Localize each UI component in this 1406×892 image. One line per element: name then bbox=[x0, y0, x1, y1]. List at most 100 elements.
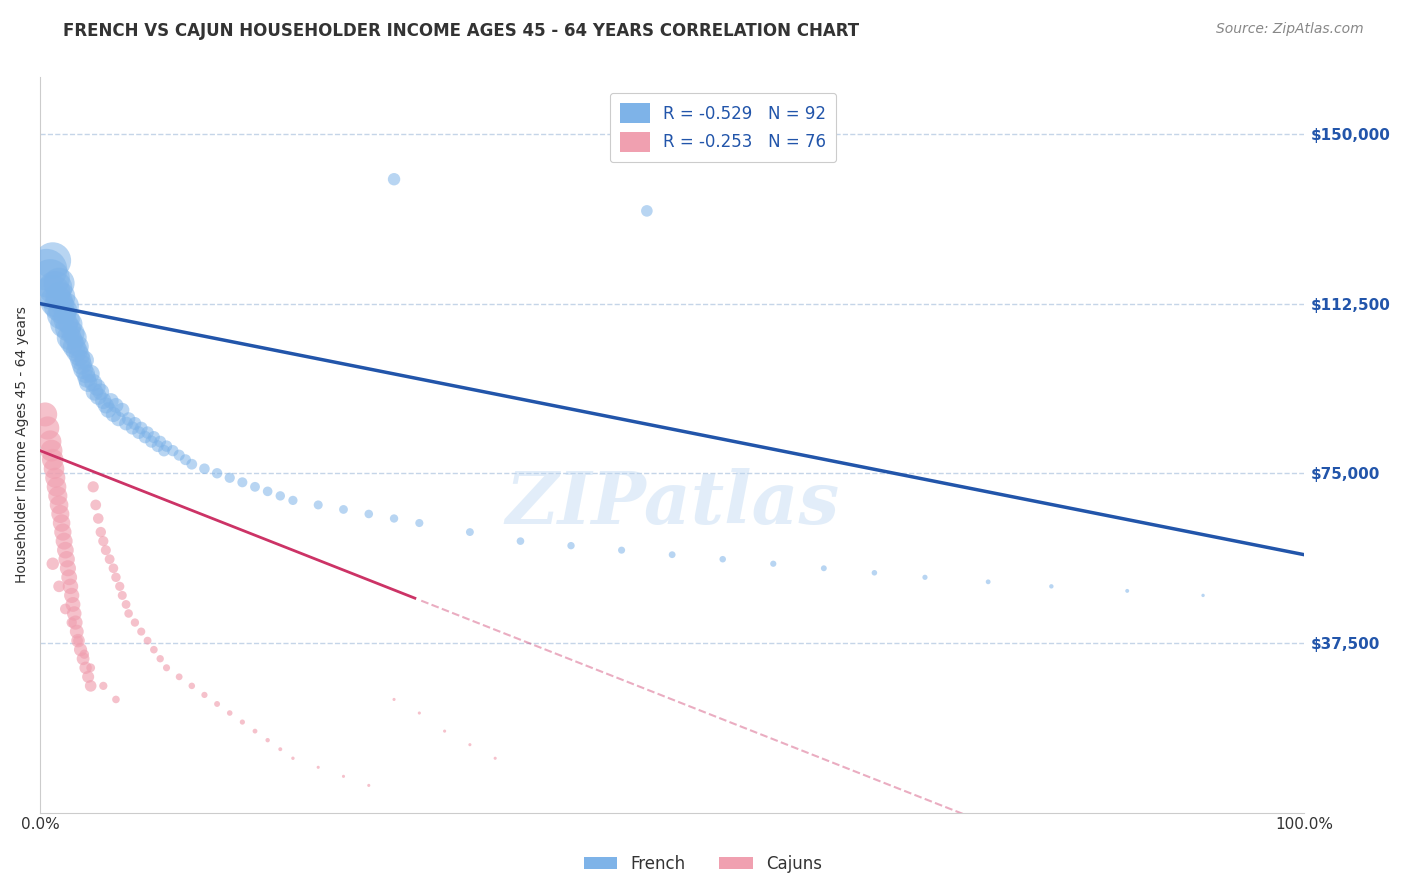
Point bbox=[55, 543, 77, 558]
Point bbox=[39, 271, 62, 285]
Point bbox=[70, 358, 93, 372]
Point bbox=[111, 588, 134, 602]
Point bbox=[51, 516, 73, 530]
Point bbox=[42, 285, 65, 300]
Point bbox=[205, 467, 228, 481]
Point bbox=[509, 534, 531, 549]
Point bbox=[45, 294, 67, 309]
Point bbox=[382, 692, 405, 706]
Point bbox=[55, 299, 77, 313]
Text: FRENCH VS CAJUN HOUSEHOLDER INCOME AGES 45 - 64 YEARS CORRELATION CHART: FRENCH VS CAJUN HOUSEHOLDER INCOME AGES … bbox=[63, 22, 859, 40]
Point bbox=[55, 552, 77, 566]
Point bbox=[1192, 588, 1215, 602]
Point bbox=[49, 507, 72, 521]
Point bbox=[104, 570, 127, 584]
Point bbox=[100, 393, 122, 408]
Point bbox=[51, 308, 73, 322]
Point bbox=[332, 502, 354, 516]
Point bbox=[357, 507, 380, 521]
Point bbox=[49, 290, 72, 304]
Point bbox=[103, 408, 125, 422]
Point bbox=[83, 384, 105, 399]
Point bbox=[56, 321, 79, 335]
Point bbox=[77, 376, 100, 390]
Point bbox=[231, 475, 253, 490]
Point bbox=[60, 615, 83, 630]
Point bbox=[269, 489, 291, 503]
Point bbox=[97, 403, 120, 417]
Point bbox=[56, 561, 79, 575]
Point bbox=[45, 480, 67, 494]
Point bbox=[65, 330, 87, 344]
Point bbox=[863, 566, 886, 580]
Point bbox=[636, 203, 658, 218]
Point bbox=[243, 724, 266, 739]
Point bbox=[141, 434, 163, 449]
Point bbox=[117, 412, 139, 426]
Point bbox=[281, 751, 304, 765]
Point bbox=[86, 380, 108, 394]
Point bbox=[307, 498, 329, 512]
Point bbox=[87, 389, 110, 403]
Point bbox=[62, 326, 84, 340]
Point bbox=[75, 661, 97, 675]
Point bbox=[408, 516, 430, 530]
Point bbox=[231, 714, 253, 729]
Point bbox=[69, 642, 91, 657]
Point bbox=[82, 376, 104, 390]
Point bbox=[59, 579, 82, 593]
Point bbox=[48, 299, 70, 313]
Text: ZIPatlas: ZIPatlas bbox=[505, 468, 839, 540]
Point bbox=[91, 534, 114, 549]
Point bbox=[69, 353, 91, 368]
Point bbox=[813, 561, 835, 575]
Point bbox=[458, 738, 481, 752]
Point bbox=[53, 317, 76, 331]
Point bbox=[218, 471, 240, 485]
Point bbox=[44, 281, 66, 295]
Point bbox=[1040, 579, 1063, 593]
Point bbox=[115, 598, 138, 612]
Point bbox=[42, 253, 65, 268]
Point bbox=[193, 461, 215, 475]
Point bbox=[48, 579, 70, 593]
Point bbox=[121, 421, 143, 435]
Point bbox=[60, 588, 83, 602]
Point bbox=[94, 398, 117, 412]
Point bbox=[162, 443, 184, 458]
Point bbox=[75, 367, 97, 381]
Point bbox=[42, 461, 65, 475]
Point bbox=[72, 651, 94, 665]
Point bbox=[153, 443, 176, 458]
Point bbox=[484, 751, 506, 765]
Point bbox=[73, 647, 96, 661]
Point bbox=[59, 317, 82, 331]
Point bbox=[67, 349, 90, 363]
Point bbox=[53, 534, 76, 549]
Point bbox=[218, 706, 240, 720]
Point bbox=[66, 344, 89, 359]
Point bbox=[142, 642, 165, 657]
Point bbox=[193, 688, 215, 702]
Point bbox=[115, 417, 138, 431]
Point bbox=[167, 448, 190, 462]
Point bbox=[46, 489, 69, 503]
Point bbox=[256, 484, 278, 499]
Point bbox=[94, 543, 117, 558]
Point bbox=[41, 443, 63, 458]
Point bbox=[82, 480, 104, 494]
Point bbox=[77, 670, 100, 684]
Point bbox=[149, 651, 172, 665]
Point bbox=[39, 434, 62, 449]
Point bbox=[58, 570, 80, 584]
Point bbox=[34, 408, 56, 422]
Point bbox=[79, 679, 101, 693]
Point bbox=[180, 457, 202, 471]
Point bbox=[128, 425, 150, 440]
Point bbox=[35, 262, 58, 277]
Point bbox=[63, 607, 86, 621]
Point bbox=[60, 334, 83, 349]
Point bbox=[37, 421, 59, 435]
Point bbox=[762, 557, 785, 571]
Point bbox=[42, 452, 65, 467]
